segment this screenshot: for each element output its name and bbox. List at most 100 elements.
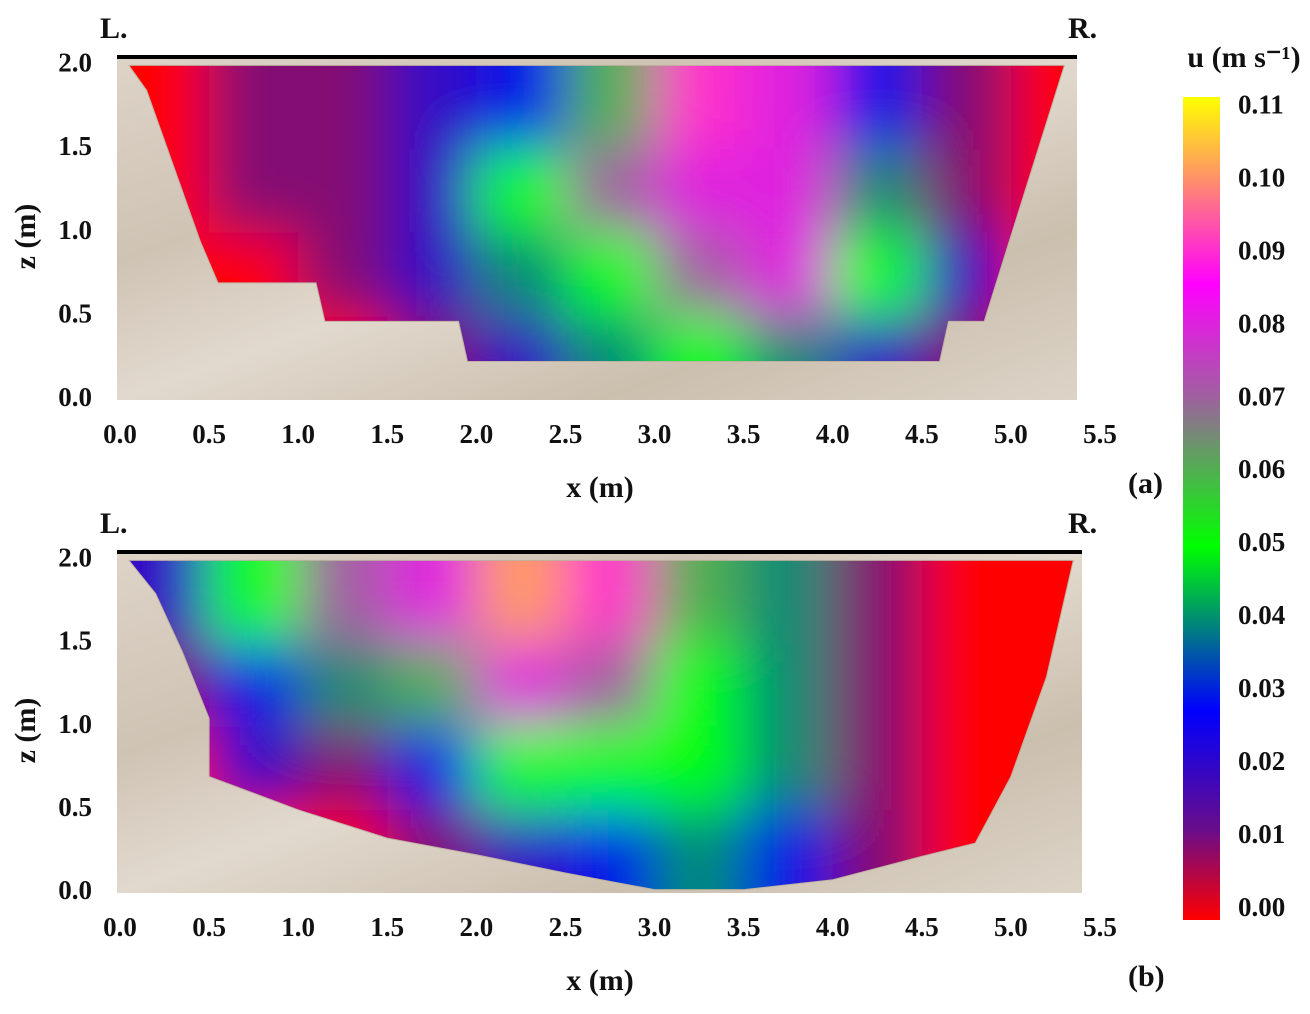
x-tick-label: 3.5: [727, 419, 761, 449]
panel-label: (a): [1128, 467, 1163, 500]
x-tick-label: 4.5: [905, 912, 939, 942]
velocity-cell: [565, 232, 656, 318]
x-tick-label: 4.0: [816, 912, 850, 942]
velocity-cell: [476, 65, 567, 151]
y-tick-label: 2.0: [58, 543, 92, 573]
panel-label: (b): [1128, 960, 1165, 993]
velocity-cell: [654, 316, 745, 362]
x-tick-label: 1.5: [370, 419, 404, 449]
colorbar-tick-label: 0.04: [1238, 600, 1285, 630]
x-tick-label: 5.0: [994, 912, 1028, 942]
y-axis-label: z (m): [9, 698, 42, 764]
velocity-cell: [921, 643, 1012, 728]
bank-right-label: R.: [1068, 507, 1097, 540]
x-axis-label: x (m): [566, 471, 633, 504]
y-tick-label: 2.0: [58, 48, 92, 78]
velocity-cell: [832, 726, 923, 811]
x-tick-label: 2.0: [459, 912, 493, 942]
velocity-cell: [209, 65, 300, 151]
velocity-cell: [298, 726, 389, 811]
velocity-cell: [654, 560, 745, 645]
velocity-cell: [387, 643, 478, 728]
velocity-cell: [209, 560, 300, 645]
velocity-cell: [565, 65, 656, 151]
velocity-cell: [832, 809, 923, 890]
x-tick-label: 5.5: [1083, 419, 1117, 449]
velocity-cell: [476, 726, 567, 811]
bank-left-label: L.: [100, 507, 128, 540]
x-tick-label: 3.0: [638, 912, 672, 942]
velocity-cell: [476, 643, 567, 728]
velocity-cell: [654, 809, 745, 890]
velocity-cell: [743, 149, 834, 234]
velocity-cell: [654, 643, 745, 728]
velocity-cell: [209, 149, 300, 234]
x-tick-label: 0.0: [103, 912, 137, 942]
velocity-cell: [921, 726, 1012, 811]
bank-right-label: R.: [1068, 12, 1097, 45]
velocity-cell: [476, 316, 567, 362]
velocity-cell: [743, 809, 834, 890]
colorbar-tick-label: 0.05: [1238, 527, 1285, 557]
velocity-cell: [565, 560, 656, 645]
colorbar-tick-label: 0.02: [1238, 746, 1285, 776]
x-tick-label: 2.5: [549, 912, 583, 942]
velocity-cell: [921, 65, 1012, 151]
velocity-cell: [565, 726, 656, 811]
velocity-cell: [832, 643, 923, 728]
velocity-cell: [298, 643, 389, 728]
velocity-cell: [743, 560, 834, 645]
y-tick-label: 0.5: [58, 299, 92, 329]
velocity-cell: [1010, 65, 1065, 151]
y-tick-label: 0.5: [58, 792, 92, 822]
y-tick-label: 1.5: [58, 626, 92, 656]
velocity-cell: [387, 232, 478, 318]
velocity-cell: [209, 643, 300, 728]
colorbar: [1183, 97, 1220, 920]
y-tick-label: 1.5: [58, 131, 92, 161]
velocity-cell: [387, 809, 478, 890]
bank-left-label: L.: [100, 12, 128, 45]
x-tick-label: 2.5: [549, 419, 583, 449]
velocity-cell: [832, 149, 923, 234]
velocity-cell: [743, 65, 834, 151]
y-axis-label: z (m): [9, 204, 42, 270]
bed-outline: [127, 559, 1074, 891]
colorbar-tick-label: 0.01: [1238, 819, 1285, 849]
colorbar-tick-label: 0.09: [1238, 235, 1285, 265]
velocity-cell: [476, 149, 567, 234]
colorbar-tick-label: 0.00: [1238, 892, 1285, 922]
velocity-cell: [565, 149, 656, 234]
x-tick-label: 1.5: [370, 912, 404, 942]
velocity-cell: [387, 65, 478, 151]
velocity-cell: [654, 232, 745, 318]
velocity-cell: [476, 232, 567, 318]
velocity-cell: [387, 560, 478, 645]
velocity-cell: [565, 809, 656, 890]
x-tick-label: 1.0: [281, 912, 315, 942]
velocity-cell: [832, 560, 923, 645]
velocity-cell: [832, 65, 923, 151]
velocity-cell: [654, 149, 745, 234]
colorbar-title: u (m s⁻¹): [1187, 41, 1300, 74]
y-tick-label: 0.0: [58, 875, 92, 905]
velocity-cell: [476, 560, 567, 645]
velocity-cell: [743, 232, 834, 318]
velocity-cell: [387, 149, 478, 234]
velocity-cell: [565, 316, 656, 362]
x-tick-label: 5.0: [994, 419, 1028, 449]
velocity-cell: [476, 809, 567, 890]
velocity-cell: [298, 560, 389, 645]
x-tick-label: 0.5: [192, 419, 226, 449]
y-tick-label: 0.0: [58, 382, 92, 412]
colorbar-tick-label: 0.03: [1238, 673, 1285, 703]
colorbar-tick-label: 0.11: [1238, 89, 1284, 119]
colorbar-tick-label: 0.07: [1238, 381, 1285, 411]
velocity-cell: [832, 232, 923, 318]
x-tick-label: 4.0: [816, 419, 850, 449]
velocity-cell: [654, 65, 745, 151]
x-tick-label: 0.5: [192, 912, 226, 942]
velocity-cell: [832, 316, 923, 362]
velocity-cell: [743, 643, 834, 728]
